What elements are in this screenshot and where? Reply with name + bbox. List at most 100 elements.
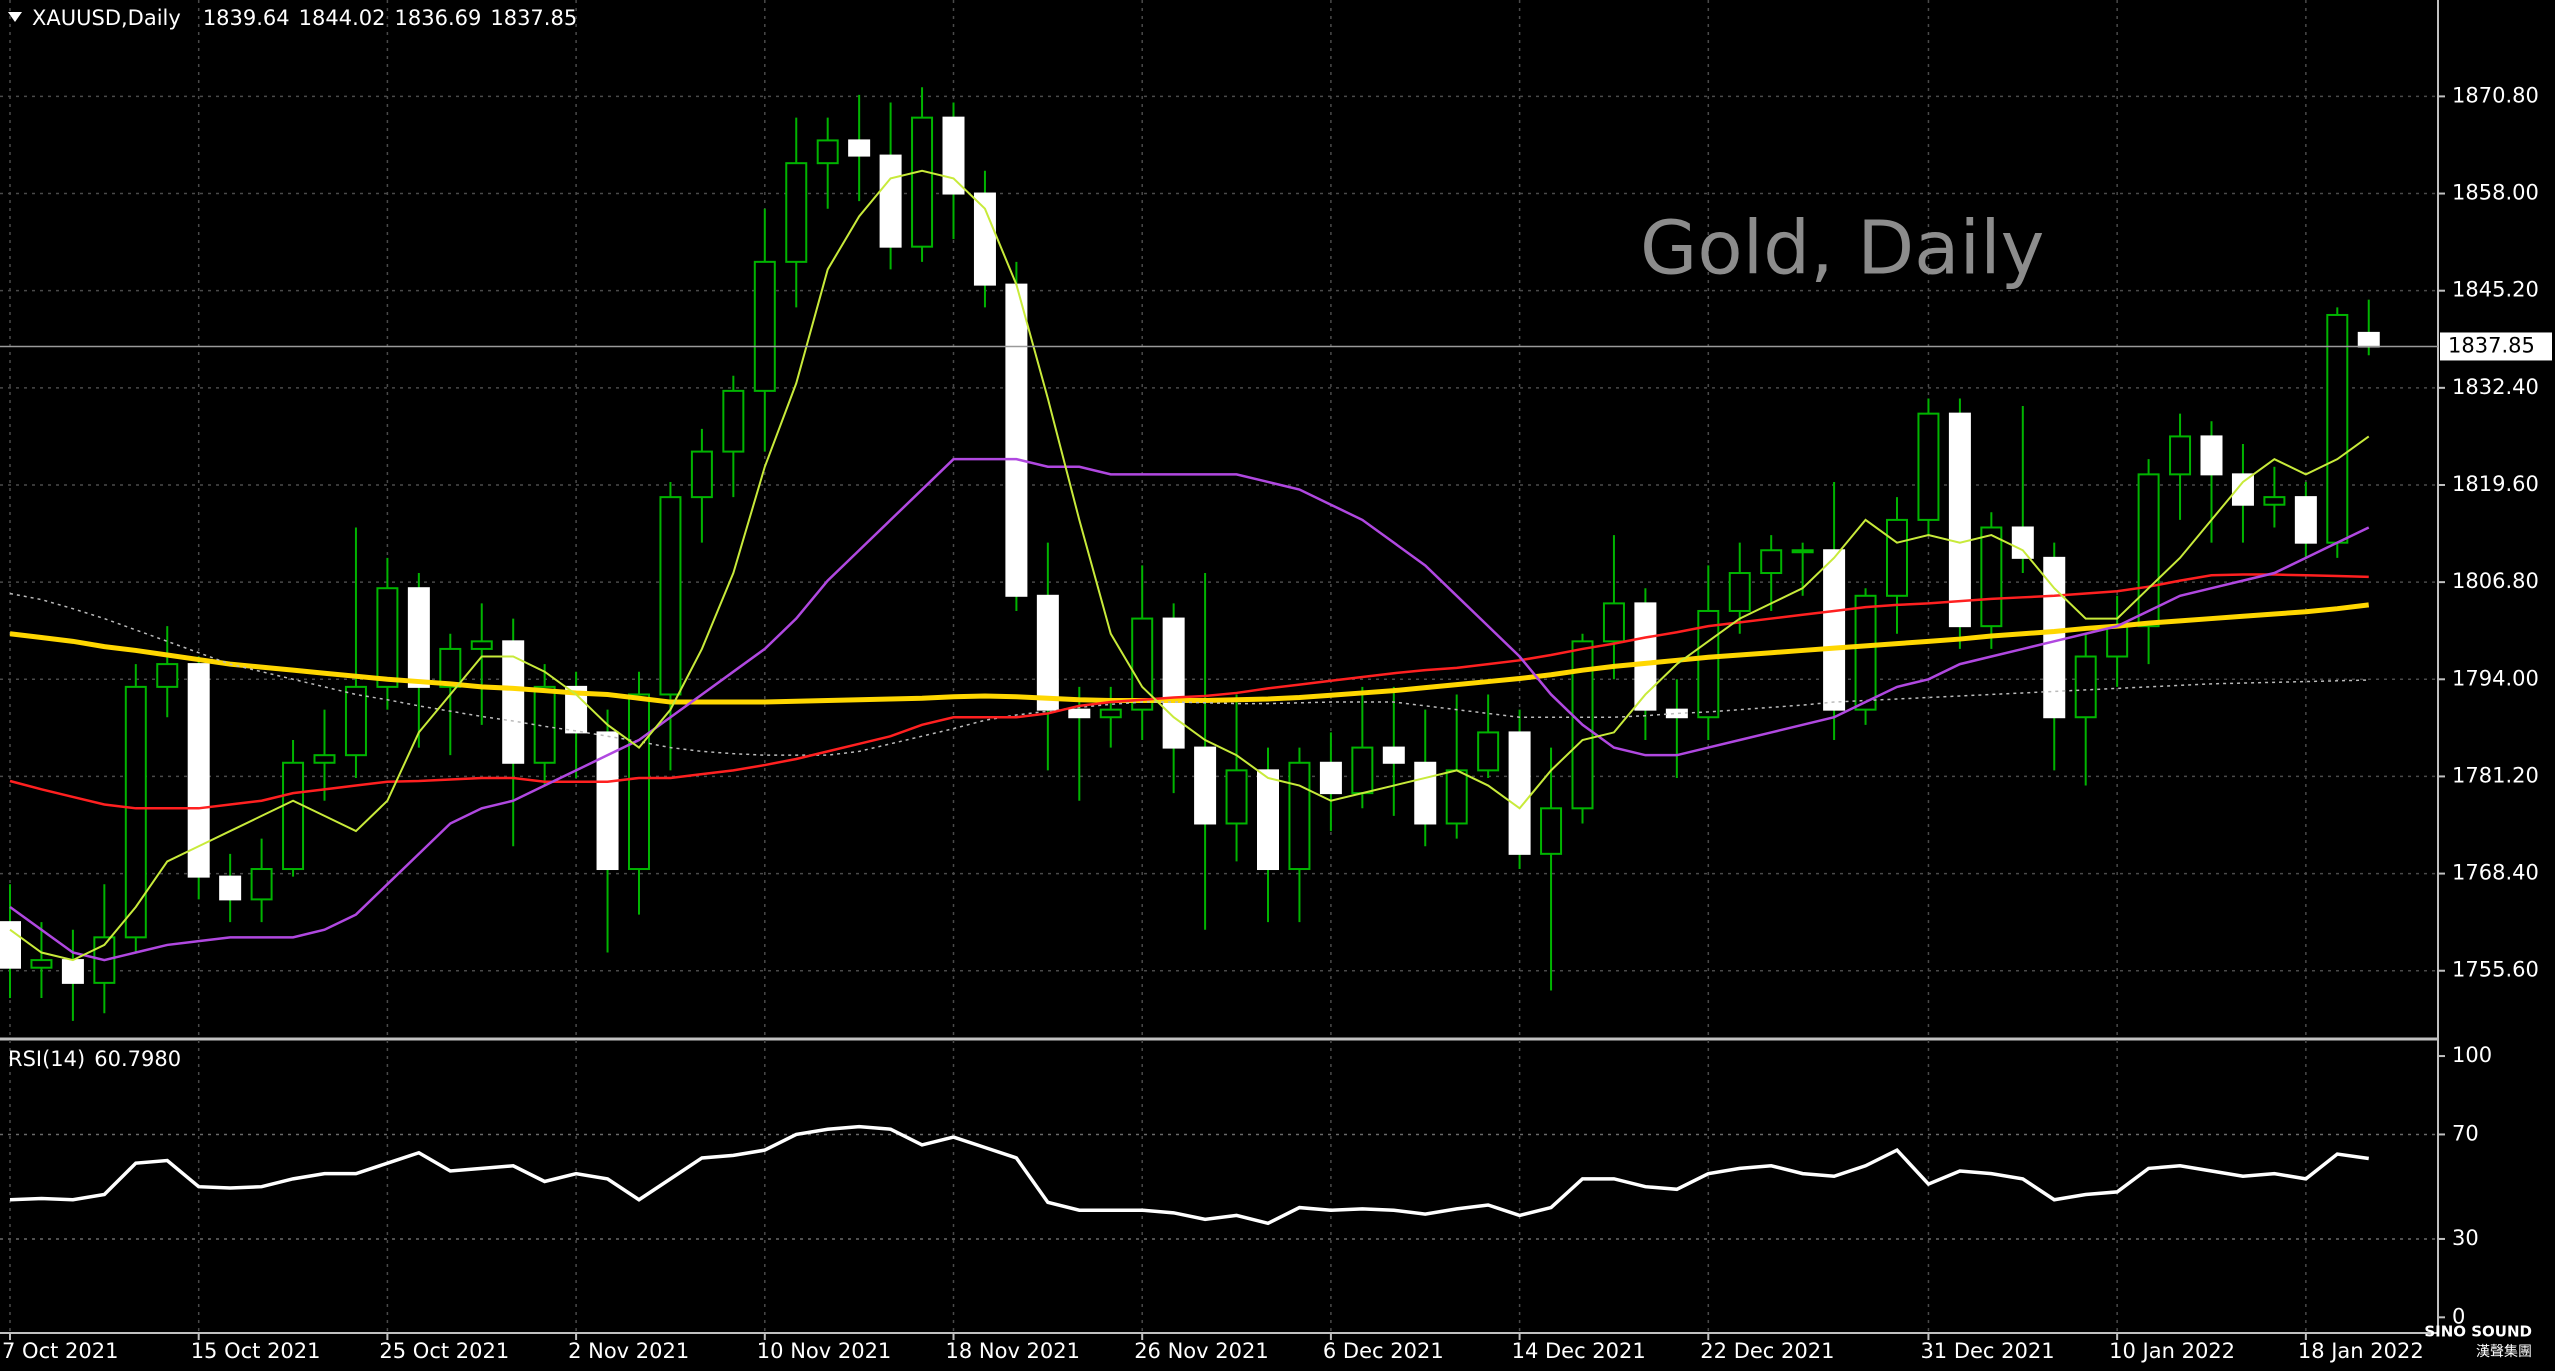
candle-body — [1099, 708, 1122, 719]
candle-body — [1194, 746, 1217, 825]
candle-body — [124, 685, 147, 939]
candle-body — [2106, 625, 2129, 658]
candle-body — [376, 587, 399, 688]
rsi-tick-label: 70 — [2452, 1121, 2479, 1145]
x-tick-label: 18 Jan 2022 — [2298, 1339, 2424, 1363]
candle-body — [1068, 708, 1091, 719]
ohlc-value: 1839.64 — [203, 6, 290, 30]
moving-average — [9, 602, 2370, 705]
candle-body — [785, 162, 808, 263]
y-tick-label: 1870.80 — [2452, 83, 2539, 107]
candle-body — [156, 663, 179, 688]
moving-average — [9, 592, 2369, 756]
rsi-line — [9, 1124, 2369, 1226]
candle-body — [628, 693, 650, 871]
candle-body — [470, 640, 493, 650]
y-tick-label: 1794.00 — [2452, 666, 2539, 690]
candle-body — [1445, 769, 1468, 825]
y-tick-label: 1819.60 — [2452, 472, 2539, 496]
candle-body — [1036, 594, 1059, 711]
watermark: SINO SOUND — [2424, 1323, 2532, 1341]
x-tick-label: 14 Dec 2021 — [1512, 1339, 1646, 1363]
candle-body — [407, 587, 430, 688]
rsi-tick-label: 100 — [2452, 1043, 2492, 1067]
candle-body — [344, 685, 367, 757]
candle-body — [61, 959, 84, 984]
candle-body — [1131, 617, 1154, 711]
candle-body — [753, 260, 776, 392]
candle-body — [1508, 731, 1531, 855]
candle-body — [973, 192, 996, 286]
candle-body — [2263, 496, 2286, 506]
candle-body — [659, 496, 682, 696]
candle-body — [0, 921, 21, 969]
x-tick-label: 10 Jan 2022 — [2109, 1339, 2235, 1363]
candle-body — [1288, 761, 1311, 871]
candle-body — [2200, 435, 2223, 476]
candle-body — [816, 139, 839, 165]
candle-body — [1760, 549, 1783, 575]
rsi-value: 60.7980 — [94, 1047, 181, 1071]
candle-body — [596, 731, 619, 871]
symbol-header: XAUUSD,Daily — [32, 6, 181, 30]
candle-body — [2326, 313, 2349, 544]
x-tick-label: 25 Oct 2021 — [379, 1339, 509, 1363]
menu-triangle[interactable] — [8, 12, 22, 22]
rsi-label: RSI(14) — [8, 1047, 85, 1071]
candle-body — [690, 450, 713, 499]
watermark-sub: 漢聲集團 — [2476, 1343, 2532, 1360]
price-tag-label: 1837.85 — [2448, 333, 2535, 357]
plot — [0, 0, 2438, 1333]
candle-body — [1162, 617, 1185, 749]
y-tick-label: 1768.40 — [2452, 861, 2539, 885]
ohlc-value: 1836.69 — [395, 6, 482, 30]
candle-body — [1823, 549, 1846, 711]
candle-body — [1980, 526, 2003, 628]
y-tick-label: 1858.00 — [2452, 181, 2539, 205]
candle-body — [911, 116, 934, 248]
x-tick-label: 6 Dec 2021 — [1323, 1339, 1444, 1363]
x-tick-label: 7 Oct 2021 — [2, 1339, 118, 1363]
x-tick-label: 22 Dec 2021 — [1700, 1339, 1834, 1363]
candle-body — [30, 959, 53, 969]
x-tick-label: 15 Oct 2021 — [191, 1339, 321, 1363]
candle-body — [1382, 746, 1405, 764]
candle-body — [313, 754, 336, 764]
candle-body — [187, 663, 210, 878]
candle-body — [1351, 746, 1374, 795]
rsi-tick-label: 0 — [2452, 1304, 2465, 1328]
candle-body — [848, 139, 871, 157]
candle-body — [1886, 518, 1908, 597]
candle-body — [502, 640, 525, 764]
ohlc-value: 1844.02 — [299, 6, 386, 30]
moving-average — [9, 457, 2370, 962]
annotation: Gold, Daily — [1640, 206, 2044, 292]
x-tick-label: 18 Nov 2021 — [946, 1339, 1081, 1363]
candle-body — [1319, 761, 1342, 795]
price-tag — [2440, 332, 2552, 361]
candle-body — [1005, 283, 1028, 597]
y-tick-label: 1845.20 — [2452, 278, 2539, 302]
candle-body — [2074, 655, 2097, 719]
candle-body — [219, 875, 242, 901]
y-tick-label: 1781.20 — [2452, 763, 2539, 787]
candle-body — [533, 685, 556, 764]
candle-body — [1728, 572, 1751, 612]
candle-body — [1414, 761, 1437, 825]
candle-body — [1791, 549, 1814, 554]
candle-body — [2357, 331, 2380, 348]
candle-body — [282, 761, 305, 871]
candle-body — [439, 647, 462, 688]
candle-body — [2011, 526, 2034, 559]
candle-body — [722, 389, 745, 453]
candle-body — [1634, 602, 1657, 711]
candle-body — [1225, 769, 1248, 825]
ohlc-value: 1837.85 — [490, 6, 577, 30]
candle-body — [2137, 473, 2160, 628]
candle-body — [942, 116, 965, 195]
x-tick-label: 26 Nov 2021 — [1134, 1339, 1269, 1363]
candle-body — [1917, 412, 1940, 521]
candle-body — [1854, 594, 1877, 711]
moving-average — [9, 169, 2370, 962]
x-tick-label: 31 Dec 2021 — [1920, 1339, 2054, 1363]
